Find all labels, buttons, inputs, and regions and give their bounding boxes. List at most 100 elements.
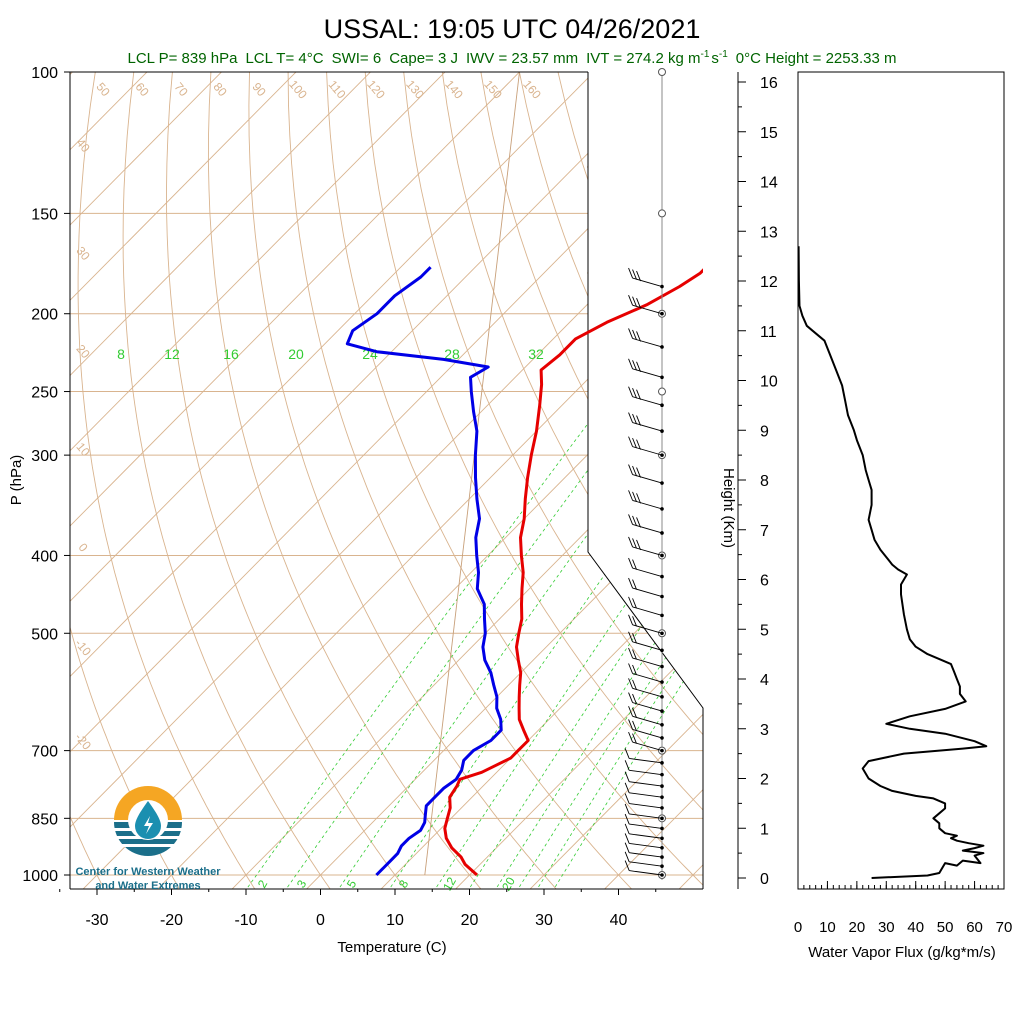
y-tick-label: 250: [31, 385, 58, 402]
isotherm-line: [70, 72, 670, 678]
wind-barb-feather: [632, 296, 637, 307]
calm-wind-circle: [658, 387, 666, 396]
wind-barb-staff: [632, 304, 663, 315]
wind-barb-dot: [660, 481, 664, 485]
y-tick-label: 850: [31, 811, 58, 828]
wind-barb-staff: [632, 657, 663, 667]
mixing-ratio-label: 5: [344, 877, 360, 890]
wind-barb-staff: [629, 861, 663, 867]
wind-barb-feather: [624, 760, 630, 771]
y-tick-label: 400: [31, 548, 58, 565]
wind-barb-feather: [628, 719, 633, 730]
height-tick-label: 11: [760, 324, 777, 341]
dry-adiabat-line: [738, 35, 1024, 892]
y-tick-label: 500: [31, 626, 58, 643]
lcl-t-text: LCL T= 4°C: [245, 50, 323, 67]
wind-barb-staff: [629, 833, 663, 839]
wind-barb-feather: [632, 559, 637, 570]
flux-tick-label: 50: [937, 919, 954, 936]
isotherm-line: [82, 262, 703, 889]
wind-barb-feather: [632, 538, 637, 549]
mixing-ratio-label: 8: [396, 877, 412, 890]
wind-barb-staff: [629, 842, 663, 849]
wind-barb-staff: [629, 792, 663, 798]
wind-barb-staff: [629, 813, 663, 819]
dry-adiabat-line: [166, 72, 407, 889]
iwv-text: IWV = 23.57 mm: [466, 50, 578, 67]
wind-barb-feather: [628, 386, 633, 397]
height-tick-label: 6: [760, 573, 769, 590]
isotherm-line: [70, 72, 446, 452]
wind-barb-feather: [636, 415, 641, 426]
wind-barb-feather: [636, 298, 641, 309]
isotherm-line: [157, 337, 703, 889]
wind-barb-feather: [636, 467, 641, 478]
zero-height-text: 0°C Height = 2253.33 m: [736, 50, 897, 67]
wind-barb-staff: [632, 474, 663, 484]
flux-tick-label: 0: [794, 919, 802, 936]
wind-barb-feather: [632, 269, 637, 280]
dry-adiabat-line: [77, 72, 256, 889]
dry-adiabat-label: 100: [286, 77, 310, 102]
wind-barb-feather: [632, 465, 637, 477]
wind-barb-dot: [660, 507, 664, 511]
wind-barb-staff: [632, 499, 663, 510]
skewt-panel: 50 60 70 80 90 100 110 120 130 140 150 160403020100…: [8, 35, 1024, 956]
wind-barb-staff: [629, 803, 663, 809]
wind-barb-staff: [632, 715, 663, 726]
wind-barb-feather: [628, 557, 633, 569]
cw3e-logo: [114, 786, 182, 856]
isotherm-line: [678, 864, 703, 889]
dry-adiabat-line: [700, 35, 1024, 892]
height-tick-label: 16: [760, 75, 778, 92]
wind-barb-feather: [628, 731, 633, 743]
dry-adiabat-line: [122, 72, 331, 889]
mixing-ratio-label: 16: [223, 346, 239, 362]
wind-barb-feather: [624, 803, 630, 815]
wind-barb-feather: [632, 515, 637, 527]
height-tick-label: 5: [760, 622, 769, 639]
wind-barb-feather: [632, 720, 637, 732]
isotherm-line: [70, 72, 595, 602]
cape-text: Cape= 3 J: [389, 50, 458, 67]
height-tick-label: 3: [760, 722, 769, 739]
skewt-data: [345, 266, 703, 877]
y-axis-label: P (hPa): [8, 455, 25, 506]
wind-barb-staff: [632, 702, 663, 712]
isotherm-label: 0: [76, 540, 91, 554]
temperature-profile: [443, 268, 703, 877]
wind-barb-feather: [628, 464, 633, 475]
ivt-exponent-1: -1: [700, 49, 709, 60]
isotherm-label: 20: [73, 342, 93, 361]
wind-barb-staff: [629, 870, 663, 876]
calm-wind-circle: [658, 209, 666, 218]
isotherm-line: [306, 487, 703, 889]
mixing-ratio-label: 28: [444, 346, 460, 362]
mixing-ratio-line: [246, 346, 647, 889]
isotherm-label: -20: [72, 730, 94, 753]
wind-barb-staff: [632, 567, 663, 578]
wind-barb-feather: [628, 328, 633, 339]
dry-adiabat-label: 160: [520, 77, 544, 102]
mixing-ratio-line: [553, 650, 703, 889]
ivt-text: IVT = 274.2 kg m: [586, 50, 700, 67]
isotherm-line: [70, 72, 297, 301]
isotherm-line: [455, 638, 703, 889]
flux-tick-label: 10: [819, 919, 836, 936]
wind-barb-feather: [624, 813, 630, 825]
x-tick-label: 20: [461, 912, 479, 929]
wind-barb-staff: [632, 524, 663, 534]
chart-title: USSAL: 19:05 UTC 04/26/2021: [324, 14, 701, 44]
height-tick-label: 0: [760, 871, 769, 888]
dry-adiabat-line: [248, 72, 557, 889]
wind-barb-feather: [632, 491, 637, 503]
wind-barb-feather: [636, 517, 641, 528]
chart-subtitle: LCL P= 839 hPa LCL T= 4°C SWI= 6 Cape= 3 J I…: [128, 49, 897, 67]
wind-barb-staff: [632, 396, 663, 406]
flux-tick-label: 30: [878, 919, 895, 936]
wind-barb-feather: [624, 851, 630, 862]
wind-barb-feather: [636, 439, 641, 450]
mixing-ratio-label: 2: [255, 877, 271, 890]
